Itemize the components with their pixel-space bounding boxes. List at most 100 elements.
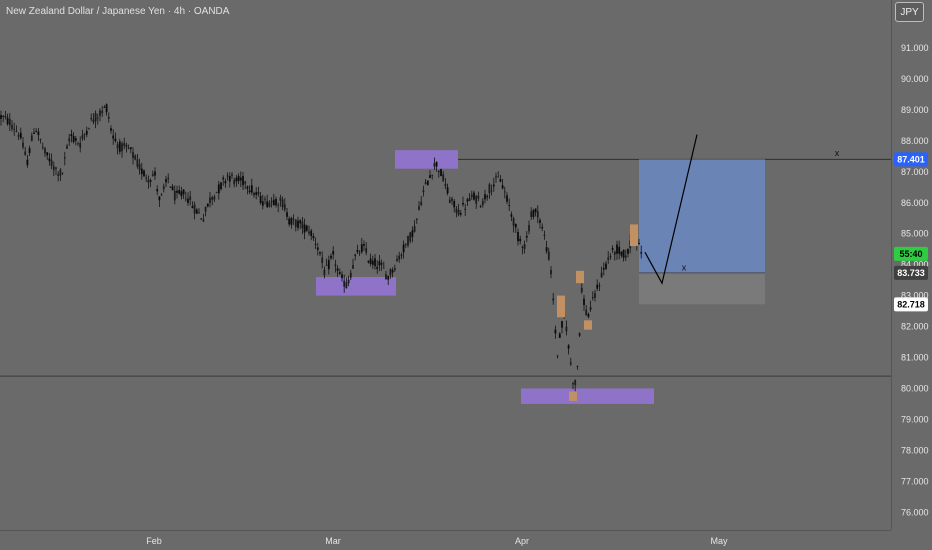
candle-body	[440, 169, 442, 177]
candle-body	[48, 158, 51, 162]
candle-body	[539, 220, 541, 223]
candle-body	[618, 246, 621, 254]
candle-body	[81, 135, 84, 139]
order-block-marker-1[interactable]	[576, 270, 584, 284]
candle-body	[184, 198, 187, 200]
order-block-marker-4[interactable]	[569, 391, 577, 401]
candle-body	[578, 332, 581, 337]
currency-button[interactable]: JPY	[895, 2, 924, 22]
candle-body	[257, 191, 260, 195]
candle-body	[110, 128, 112, 131]
position-tool[interactable]	[639, 159, 765, 305]
candle-body	[349, 272, 352, 278]
order-block-marker-2[interactable]	[557, 295, 565, 318]
zone-supply-0[interactable]	[395, 150, 458, 169]
candle-body	[266, 201, 269, 208]
candle-body	[50, 160, 53, 166]
candle-body	[239, 177, 242, 181]
candle-body	[457, 209, 460, 215]
candle-body	[224, 181, 227, 184]
zone-demand-2[interactable]	[521, 388, 654, 404]
candle-body	[275, 198, 277, 206]
projection-path[interactable]	[644, 134, 698, 285]
candle-body	[22, 142, 24, 148]
candle-body	[638, 243, 640, 245]
target-box[interactable]	[639, 159, 765, 273]
order-block-marker-3[interactable]	[584, 320, 592, 330]
candle-body	[182, 189, 185, 195]
candle-body	[521, 246, 524, 248]
candle-body	[356, 250, 359, 252]
candle-body	[334, 264, 337, 266]
y-tick-label: 84.000	[901, 260, 929, 270]
candle-body	[510, 214, 513, 217]
candle-body	[255, 192, 258, 195]
y-tick-label: 78.000	[901, 445, 929, 455]
candle-body	[178, 190, 181, 194]
candle-body	[596, 284, 599, 289]
candle-body	[158, 196, 161, 201]
axis-separator-bottom	[0, 530, 891, 531]
annotations[interactable]: xx	[682, 148, 840, 273]
price-label-bg-3	[894, 297, 928, 312]
candle-body	[607, 257, 610, 260]
candle-body	[367, 260, 370, 263]
candle-body	[620, 251, 623, 256]
candle-body	[242, 176, 244, 186]
candle-body	[140, 168, 143, 175]
candle-body	[640, 251, 643, 254]
candle-body	[433, 163, 436, 167]
stop-box[interactable]	[639, 272, 765, 305]
candle-body	[488, 184, 491, 194]
candle-body	[310, 230, 313, 236]
candle-body	[237, 176, 240, 182]
candle-body	[385, 274, 387, 280]
zones-layer[interactable]	[316, 150, 654, 404]
zone-demand-1[interactable]	[316, 277, 396, 296]
candle-body	[70, 134, 73, 137]
candle-body	[616, 244, 618, 254]
projection-line[interactable]	[644, 134, 698, 285]
candle-body	[101, 110, 104, 114]
annotation-text-0[interactable]: x	[835, 148, 840, 158]
candle-body	[246, 186, 249, 189]
candle-body	[277, 204, 280, 206]
candle-body	[389, 269, 392, 276]
order-block-marker-0[interactable]	[630, 224, 638, 247]
candle-body	[154, 171, 156, 176]
annotation-text-1[interactable]: x	[682, 263, 687, 273]
candle-body	[46, 152, 49, 156]
candle-body	[627, 248, 629, 254]
candle-body	[499, 179, 502, 182]
candle-body	[506, 195, 508, 202]
candle-body	[270, 201, 273, 203]
candle-body	[424, 182, 427, 185]
candle-body	[611, 248, 614, 250]
candle-body	[396, 258, 398, 261]
axis-separator-right	[891, 0, 892, 530]
candle-body	[358, 252, 361, 254]
price-label-2: 83.733	[897, 268, 925, 278]
candle-body	[536, 211, 539, 218]
candle-body	[259, 196, 262, 204]
candle-body	[213, 196, 216, 200]
candle-body	[576, 365, 579, 367]
candle-body	[88, 128, 90, 130]
candle-body	[160, 194, 163, 196]
candle-body	[268, 202, 271, 207]
candle-body	[393, 267, 396, 271]
candle-body	[63, 157, 66, 159]
y-axis-panel[interactable]	[891, 0, 892, 530]
y-tick-label: 86.000	[901, 198, 929, 208]
candle-body	[61, 172, 64, 174]
candle-body	[28, 148, 31, 154]
candle-body	[169, 186, 172, 188]
markers-layer[interactable]	[557, 224, 638, 401]
x-axis-panel[interactable]	[0, 530, 891, 531]
candle-body	[431, 175, 434, 176]
candle-body	[484, 194, 486, 200]
price-label-bg-2	[894, 265, 928, 280]
candle-body	[94, 112, 97, 122]
candle-body	[211, 197, 214, 201]
